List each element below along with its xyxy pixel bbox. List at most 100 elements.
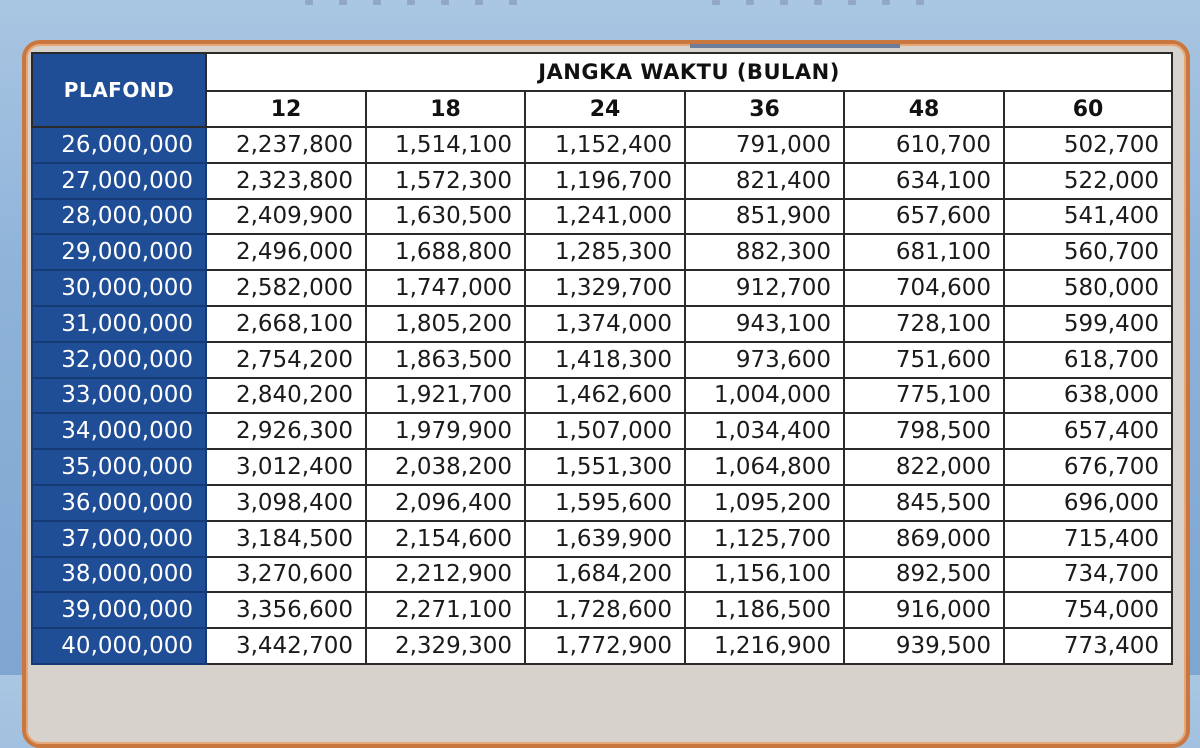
- installment-cell: 681,100: [843, 233, 1005, 272]
- table-body: 26,000,000 2,237,800 1,514,100 1,152,400 791…: [31, 126, 1173, 665]
- installment-cell: 1,216,900: [684, 627, 845, 665]
- installment-cell: 775,100: [843, 376, 1005, 415]
- installment-cell: 1,572,300: [365, 161, 526, 200]
- installment-cell: 845,500: [843, 483, 1005, 522]
- installment-cell: 943,100: [684, 304, 845, 343]
- table-row: 40,000,000 3,442,700 2,329,300 1,772,900 1,2…: [31, 627, 1173, 665]
- installment-cell: 2,154,600: [365, 519, 526, 558]
- installment-cell: 704,600: [843, 269, 1005, 307]
- installment-cell: 1,863,500: [365, 340, 526, 379]
- plafond-cell: 33,000,000: [31, 376, 207, 415]
- installment-cell: 882,300: [684, 233, 845, 272]
- table-row: 30,000,000 2,582,000 1,747,000 1,329,700 912…: [31, 269, 1173, 307]
- table-row: 26,000,000 2,237,800 1,514,100 1,152,400 791…: [31, 126, 1173, 164]
- installment-cell: 1,241,000: [524, 197, 686, 236]
- installment-cell: 599,400: [1003, 304, 1173, 343]
- installment-cell: 2,409,900: [205, 197, 367, 236]
- installment-cell: 522,000: [1003, 161, 1173, 200]
- plafond-header: PLAFOND: [31, 52, 207, 128]
- installment-cell: 1,684,200: [524, 555, 686, 594]
- installment-cell: 973,600: [684, 340, 845, 379]
- installment-cell: 3,270,600: [205, 555, 367, 594]
- installment-cell: 734,700: [1003, 555, 1173, 594]
- installment-cell: 560,700: [1003, 233, 1173, 272]
- installment-cell: 634,100: [843, 161, 1005, 200]
- plafond-cell: 30,000,000: [31, 269, 207, 307]
- term-group-header: JANGKA WAKTU (BULAN): [205, 52, 1173, 92]
- installment-cell: 1,156,100: [684, 555, 845, 594]
- plafond-cell: 35,000,000: [31, 448, 207, 486]
- installment-table: PLAFOND JANGKA WAKTU (BULAN) 12 18 24 36 48 6…: [31, 52, 1173, 665]
- installment-cell: 1,595,600: [524, 483, 686, 522]
- term-header-12: 12: [205, 90, 367, 128]
- table-row: 35,000,000 3,012,400 2,038,200 1,551,300 1,0…: [31, 448, 1173, 486]
- installment-cell: 851,900: [684, 197, 845, 236]
- installment-cell: 2,668,100: [205, 304, 367, 343]
- installment-cell: 1,979,900: [365, 412, 526, 451]
- installment-cell: 2,237,800: [205, 126, 367, 164]
- table-row: 38,000,000 3,270,600 2,212,900 1,684,200 1,1…: [31, 555, 1173, 594]
- installment-cell: 1,688,800: [365, 233, 526, 272]
- frame-tab: [690, 44, 900, 48]
- installment-cell: 1,196,700: [524, 161, 686, 200]
- table-row: 28,000,000 2,409,900 1,630,500 1,241,000 851…: [31, 197, 1173, 236]
- installment-cell: 912,700: [684, 269, 845, 307]
- installment-cell: 1,462,600: [524, 376, 686, 415]
- installment-cell: 1,152,400: [524, 126, 686, 164]
- table-row: 31,000,000 2,668,100 1,805,200 1,374,000 943…: [31, 304, 1173, 343]
- installment-cell: 939,500: [843, 627, 1005, 665]
- installment-cell: 696,000: [1003, 483, 1173, 522]
- installment-cell: 892,500: [843, 555, 1005, 594]
- installment-cell: 2,038,200: [365, 448, 526, 486]
- term-header-18: 18: [365, 90, 526, 128]
- installment-cell: 1,125,700: [684, 519, 845, 558]
- installment-cell: 821,400: [684, 161, 845, 200]
- installment-cell: 1,514,100: [365, 126, 526, 164]
- installment-cell: 2,582,000: [205, 269, 367, 307]
- installment-cell: 869,000: [843, 519, 1005, 558]
- top-decoration-right: [712, 0, 924, 8]
- plafond-cell: 29,000,000: [31, 233, 207, 272]
- installment-cell: 2,329,300: [365, 627, 526, 665]
- plafond-cell: 36,000,000: [31, 483, 207, 522]
- installment-cell: 1,418,300: [524, 340, 686, 379]
- installment-cell: 916,000: [843, 591, 1005, 630]
- installment-cell: 1,329,700: [524, 269, 686, 307]
- installment-cell: 1,507,000: [524, 412, 686, 451]
- installment-cell: 1,639,900: [524, 519, 686, 558]
- plafond-cell: 40,000,000: [31, 627, 207, 665]
- term-header-48: 48: [843, 90, 1005, 128]
- term-header-60: 60: [1003, 90, 1173, 128]
- installment-cell: 2,496,000: [205, 233, 367, 272]
- installment-cell: 822,000: [843, 448, 1005, 486]
- installment-cell: 1,747,000: [365, 269, 526, 307]
- installment-cell: 3,184,500: [205, 519, 367, 558]
- top-decoration-left: [305, 0, 517, 8]
- installment-cell: 1,186,500: [684, 591, 845, 630]
- installment-cell: 618,700: [1003, 340, 1173, 379]
- table-row: 33,000,000 2,840,200 1,921,700 1,462,600 1,0…: [31, 376, 1173, 415]
- installment-cell: 754,000: [1003, 591, 1173, 630]
- installment-cell: 657,600: [843, 197, 1005, 236]
- installment-cell: 751,600: [843, 340, 1005, 379]
- plafond-cell: 38,000,000: [31, 555, 207, 594]
- installment-cell: 3,012,400: [205, 448, 367, 486]
- installment-cell: 773,400: [1003, 627, 1173, 665]
- table-row: 36,000,000 3,098,400 2,096,400 1,595,600 1,0…: [31, 483, 1173, 522]
- installment-cell: 791,000: [684, 126, 845, 164]
- table-row: 29,000,000 2,496,000 1,688,800 1,285,300 882…: [31, 233, 1173, 272]
- installment-cell: 2,271,100: [365, 591, 526, 630]
- table-row: 34,000,000 2,926,300 1,979,900 1,507,000 1,0…: [31, 412, 1173, 451]
- term-header-row: 12 18 24 36 48 60: [32, 90, 1173, 128]
- installment-cell: 541,400: [1003, 197, 1173, 236]
- table-row: 39,000,000 3,356,600 2,271,100 1,728,600 1,1…: [31, 591, 1173, 630]
- installment-cell: 2,840,200: [205, 376, 367, 415]
- installment-cell: 1,064,800: [684, 448, 845, 486]
- installment-cell: 3,098,400: [205, 483, 367, 522]
- installment-cell: 2,212,900: [365, 555, 526, 594]
- plafond-cell: 26,000,000: [31, 126, 207, 164]
- installment-cell: 638,000: [1003, 376, 1173, 415]
- installment-cell: 657,400: [1003, 412, 1173, 451]
- group-header-row: PLAFOND JANGKA WAKTU (BULAN): [31, 52, 1173, 128]
- installment-cell: 1,285,300: [524, 233, 686, 272]
